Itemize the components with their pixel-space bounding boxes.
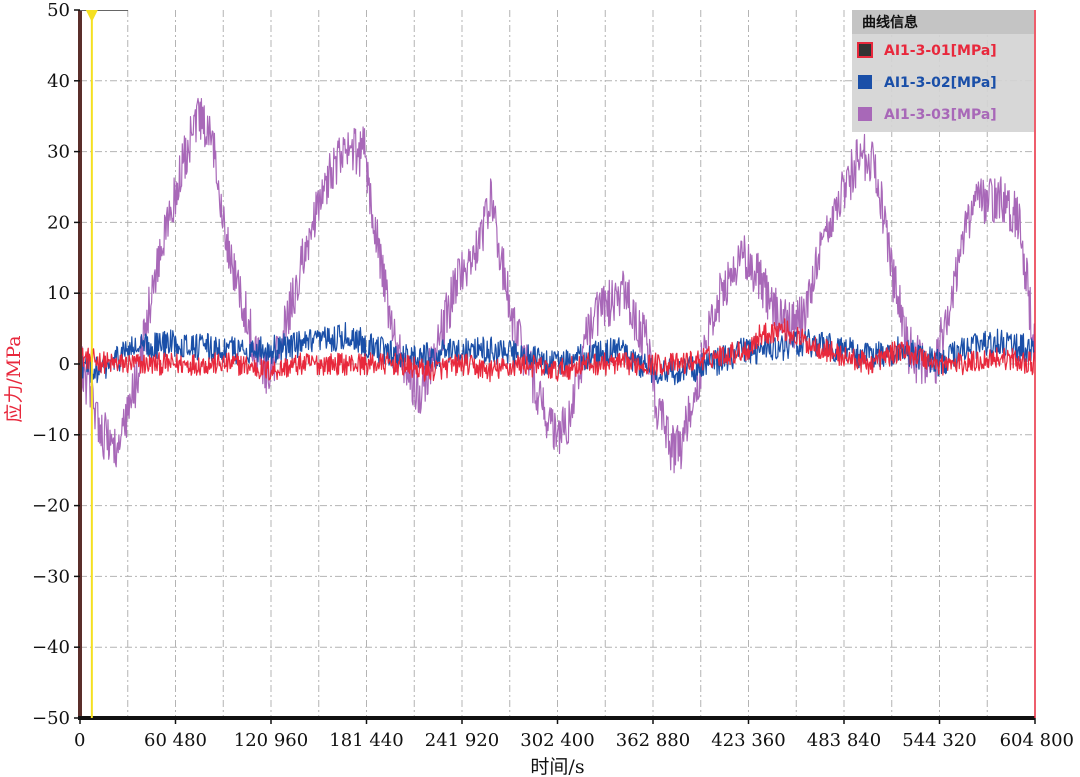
- y-tick-label: −10: [32, 425, 70, 446]
- series-layer: [79, 97, 1036, 474]
- y-tick-label: 40: [47, 71, 70, 92]
- x-tick-label: 181 440: [329, 730, 403, 751]
- y-tick-label: −50: [32, 708, 70, 729]
- x-tick-label: 362 880: [616, 730, 690, 751]
- x-axis-title: 时间/s: [530, 756, 584, 777]
- y-tick-label: −20: [32, 496, 70, 517]
- y-tick-label: −40: [32, 637, 70, 658]
- y-tick-label: 50: [47, 0, 70, 21]
- legend: 曲线信息 AI1-3-01[MPa] AI1-3-02[MPa] AI1-3-03[M…: [852, 10, 1034, 132]
- legend-label-3: AI1-3-03[MPa]: [884, 107, 997, 123]
- cursor-marker: [85, 10, 98, 22]
- legend-swatch-2: [858, 75, 872, 89]
- legend-swatch-1: [857, 42, 873, 58]
- x-tick-label: 604 800: [1000, 730, 1074, 751]
- series-line-1: [79, 318, 1036, 383]
- x-tick-label: 120 960: [234, 730, 308, 751]
- y-tick-label: 10: [47, 283, 70, 304]
- y-tick-label: −30: [32, 566, 70, 587]
- x-tick-label: 483 840: [807, 730, 881, 751]
- y-tick-label: 0: [59, 354, 70, 375]
- y-tick-label: 30: [47, 142, 70, 163]
- series-line-3: [79, 97, 1036, 474]
- y-axis-title: 应力/MPa: [3, 335, 25, 422]
- axes: −50 −40 −30 −20 −10 0 10 20 30 40 50 0 60 480 120 960…: [3, 0, 1074, 777]
- y-tick-label: 20: [47, 212, 70, 233]
- x-tick-label: 423 360: [711, 730, 785, 751]
- legend-label-1: AI1-3-01[MPa]: [884, 43, 997, 59]
- x-tick-label: 0: [74, 730, 85, 751]
- legend-swatch-3: [858, 107, 872, 121]
- series-line-2: [79, 322, 1036, 386]
- x-tick-label: 302 400: [520, 730, 594, 751]
- legend-header: [852, 10, 1034, 34]
- legend-title: 曲线信息: [862, 14, 918, 31]
- x-tick-label: 241 920: [425, 730, 499, 751]
- x-tick-label: 544 320: [902, 730, 976, 751]
- x-tick-label: 60 480: [144, 730, 207, 751]
- legend-label-2: AI1-3-02[MPa]: [884, 75, 997, 91]
